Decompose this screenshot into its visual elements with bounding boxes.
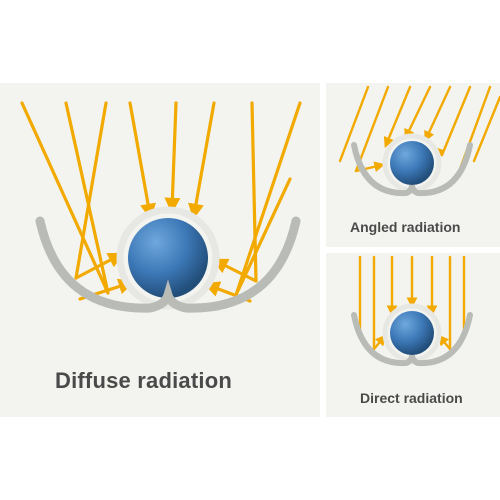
caption-direct: Direct radiation [360,390,463,406]
panel-diffuse [0,83,320,417]
caption-diffuse: Diffuse radiation [55,368,232,394]
caption-angled: Angled radiation [350,219,460,235]
diagram-stage: Diffuse radiation Angled radiation Direc… [0,83,500,417]
